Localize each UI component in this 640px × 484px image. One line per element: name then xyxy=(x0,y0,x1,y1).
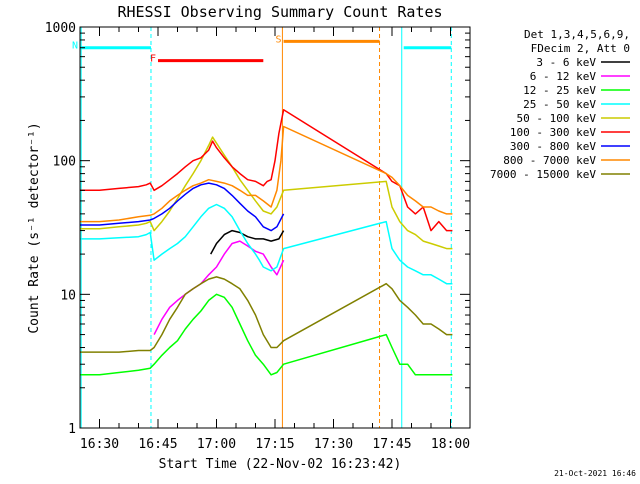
series-line-5 xyxy=(80,109,453,232)
y-tick-label: 1 xyxy=(68,422,76,437)
legend: Det 1,3,4,5,6,9,FDecim 2, Att 03 - 6 keV… xyxy=(490,28,630,181)
x-tick-label: 18:00 xyxy=(431,437,470,452)
legend-label-5: 100 - 300 keV xyxy=(510,126,596,139)
series-line-3 xyxy=(80,203,453,285)
legend-label-0: 3 - 6 keV xyxy=(536,56,596,69)
y-tick-label: 10 xyxy=(60,288,76,303)
y-tick-label: 1000 xyxy=(45,21,76,36)
x-tick-label: 17:15 xyxy=(255,437,294,452)
y-axis-label: Count Rate (s⁻¹ detector⁻¹) xyxy=(27,122,42,333)
flag-label-N: N xyxy=(72,41,78,52)
series-line-6 xyxy=(80,182,285,232)
series-line-7 xyxy=(80,125,453,223)
legend-label-4: 50 - 100 keV xyxy=(517,112,597,125)
chart-title: RHESSI Observing Summary Count Rates xyxy=(117,3,442,21)
legend-label-8: 7000 - 15000 keV xyxy=(490,168,596,181)
legend-header-0: Det 1,3,4,5,6,9, xyxy=(524,28,630,41)
series-line-4 xyxy=(80,136,453,250)
axis-ticks: 16:30 16:45 17:00 17:15 17:30 17:45 18:00 1 10 10… xyxy=(45,21,471,452)
legend-label-2: 12 - 25 keV xyxy=(523,84,596,97)
y-tick-label: 100 xyxy=(53,155,76,170)
x-tick-label: 16:30 xyxy=(80,437,119,452)
flag-label-F: F xyxy=(150,54,156,65)
plot-area: N F S xyxy=(72,26,471,429)
x-tick-label: 17:00 xyxy=(197,437,236,452)
legend-label-3: 25 - 50 keV xyxy=(523,98,596,111)
legend-label-1: 6 - 12 keV xyxy=(530,70,597,83)
series-line-8 xyxy=(80,276,453,353)
footer-timestamp: 21-Oct-2021 16:46 xyxy=(554,469,636,478)
plot-inner xyxy=(80,27,453,428)
legend-label-6: 300 - 800 keV xyxy=(510,140,596,153)
series-line-2 xyxy=(80,293,453,376)
x-tick-label: 17:30 xyxy=(314,437,353,452)
x-tick-label: 17:45 xyxy=(372,437,411,452)
legend-header-1: FDecim 2, Att 0 xyxy=(531,42,630,55)
x-tick-label: 16:45 xyxy=(138,437,177,452)
flag-label-S: S xyxy=(276,34,282,45)
legend-label-7: 800 - 7000 keV xyxy=(503,154,596,167)
x-axis-label: Start Time (22-Nov-02 16:23:42) xyxy=(159,457,402,472)
series-line-1 xyxy=(153,240,285,335)
series-line-0 xyxy=(210,229,285,255)
